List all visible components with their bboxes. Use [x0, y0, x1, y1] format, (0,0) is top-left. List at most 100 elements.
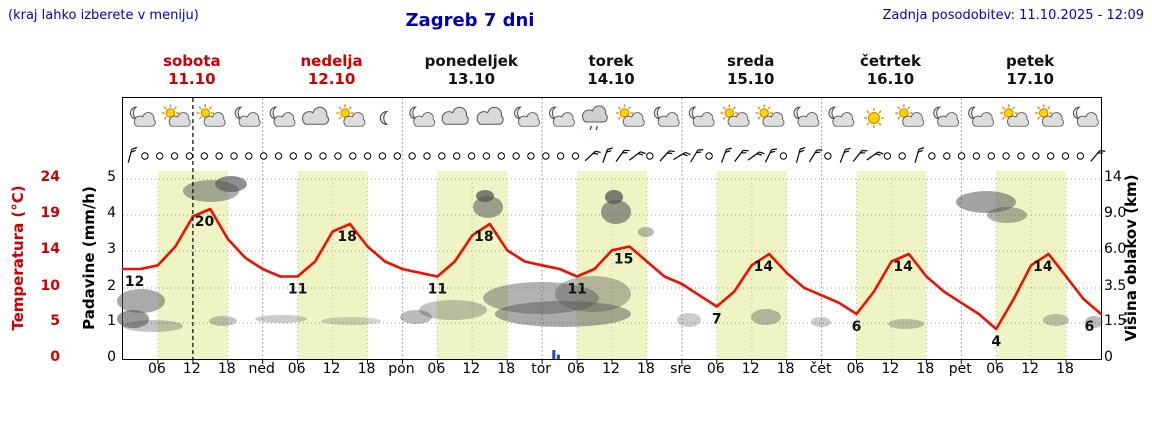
meteogram-plot: 12 20 11 18 11 18 11 15 7 14 6 14 4 14 6	[117, 97, 1106, 364]
calm-wind-icon	[230, 152, 238, 160]
cloud-icon	[727, 112, 750, 127]
calm-wind-icon	[542, 152, 550, 160]
svg-text:7: 7	[712, 312, 722, 328]
cloud-icon	[1076, 112, 1099, 127]
moon-icon	[379, 110, 389, 126]
precipitation-tick-label: 4	[107, 205, 116, 221]
svg-text:14: 14	[1033, 259, 1053, 275]
svg-text:15: 15	[614, 252, 633, 268]
cloud-height-tick-label: 3.5	[1104, 278, 1127, 294]
x-axis-label: 18	[217, 361, 236, 377]
temperature-tick-label: 5	[50, 313, 60, 329]
cloud-icon	[832, 112, 855, 127]
svg-text:20: 20	[195, 214, 215, 230]
cloud-icon	[476, 106, 504, 125]
svg-text:6: 6	[1085, 319, 1095, 335]
calm-wind-icon	[200, 152, 209, 160]
svg-text:11: 11	[567, 282, 586, 298]
temperature-axis-title: Temperatura (°C)	[9, 185, 27, 331]
temperature-tick-label: 24	[40, 169, 60, 185]
cloud-height-tick-label: 0	[1104, 349, 1113, 365]
wind-barb-icon	[866, 151, 884, 161]
cloud-icon	[413, 112, 436, 127]
calm-wind-icon	[334, 152, 342, 160]
calm-wind-icon	[705, 152, 713, 160]
x-axis-label: 18	[357, 361, 376, 377]
legend-row: Dež Možnost ploh © vreme.us & vreme.pro …	[0, 388, 1152, 428]
menu-hint-text: (kraj lahko izberete v meniju)	[8, 8, 199, 23]
calm-wind-icon	[482, 152, 491, 160]
cloud-icon	[582, 105, 608, 123]
x-axis-label: 12	[1021, 361, 1040, 377]
calm-wind-icon	[215, 152, 223, 160]
wind-barb-icon	[839, 147, 851, 163]
cloud-icon	[301, 106, 330, 125]
wind-barb-icon	[673, 151, 691, 161]
day-name: sreda	[727, 52, 775, 70]
wind-barb-icon	[584, 150, 601, 162]
precipitation-tick-label: 5	[107, 169, 116, 185]
x-axis-label: 06	[287, 361, 306, 377]
wind-symbols-row	[127, 146, 1106, 163]
day-date: 14.10	[587, 70, 635, 88]
day-date: 11.10	[168, 70, 216, 88]
cloud-icon	[518, 112, 540, 127]
calm-wind-icon	[438, 152, 446, 160]
svg-text:14: 14	[893, 259, 913, 275]
moon-icon	[933, 106, 942, 120]
day-date: 16.10	[866, 70, 915, 88]
wind-barb-icon	[852, 149, 868, 162]
x-axis-label: 12	[881, 361, 900, 377]
wind-barb-icon	[721, 147, 732, 163]
calm-wind-icon	[1032, 152, 1040, 160]
wind-barb-icon	[628, 151, 646, 161]
calm-wind-icon	[1047, 152, 1055, 160]
svg-text:18: 18	[474, 229, 493, 245]
moon-icon	[688, 106, 697, 120]
day-name: petek	[1006, 52, 1055, 70]
calm-wind-icon	[556, 152, 565, 160]
x-axis-label: pet	[948, 361, 972, 377]
day-name: nedelja	[300, 52, 363, 70]
sun-icon	[1034, 104, 1053, 122]
day-headers-row: sobota 11.10 nedelja 12.10 ponedeljek 13.10 to…	[122, 52, 1100, 88]
rain-bars	[552, 350, 560, 359]
x-axis-label: 12	[462, 361, 481, 377]
calm-wind-icon	[408, 152, 416, 160]
calm-wind-icon	[453, 152, 461, 160]
calm-wind-icon	[497, 152, 505, 160]
temperature-value-labels: 12 20 11 18 11 18 11 15 7 14 6 14 4 14 6	[125, 214, 1094, 350]
day-date: 13.10	[447, 70, 496, 88]
moon-icon	[828, 106, 837, 120]
x-axis-label: ned	[248, 361, 275, 377]
x-axis-label: 12	[602, 361, 620, 377]
cloud-height-tick-label: 9.0	[1104, 205, 1127, 221]
calm-wind-icon	[423, 152, 431, 160]
cloud-height-tick-label: 6.0	[1104, 241, 1127, 257]
moon-icon	[234, 106, 243, 120]
cloud-icon	[238, 112, 261, 127]
cloud-icon	[552, 112, 575, 127]
calm-wind-icon	[883, 152, 892, 160]
moon-icon	[549, 106, 557, 120]
wind-barb-icon	[1090, 150, 1106, 162]
precipitation-tick-label: 1	[107, 313, 116, 329]
day-header: nedelja 12.10	[262, 52, 402, 88]
x-axis-label: tor	[531, 361, 552, 377]
x-axis-label: 06	[427, 361, 446, 377]
x-axis-label: 06	[706, 361, 725, 377]
weather-icons-row	[129, 104, 1099, 131]
cloud-icon	[692, 112, 715, 127]
meteogram-svg: 12 20 11 18 11 18 11 15 7 14 6 14 4 14 6	[117, 98, 1106, 364]
calm-wind-icon	[393, 152, 401, 160]
day-name: sobota	[163, 52, 221, 70]
wind-barb-icon	[127, 146, 138, 163]
moon-icon	[968, 106, 977, 120]
precipitation-tick-label: 0	[107, 349, 116, 365]
day-header: četrtek 16.10	[821, 52, 961, 88]
moon-icon	[1072, 106, 1081, 120]
svg-text:12: 12	[125, 274, 144, 290]
sun-icon	[864, 108, 884, 128]
x-axis-ticks	[157, 359, 1067, 364]
calm-wind-icon	[141, 152, 149, 160]
